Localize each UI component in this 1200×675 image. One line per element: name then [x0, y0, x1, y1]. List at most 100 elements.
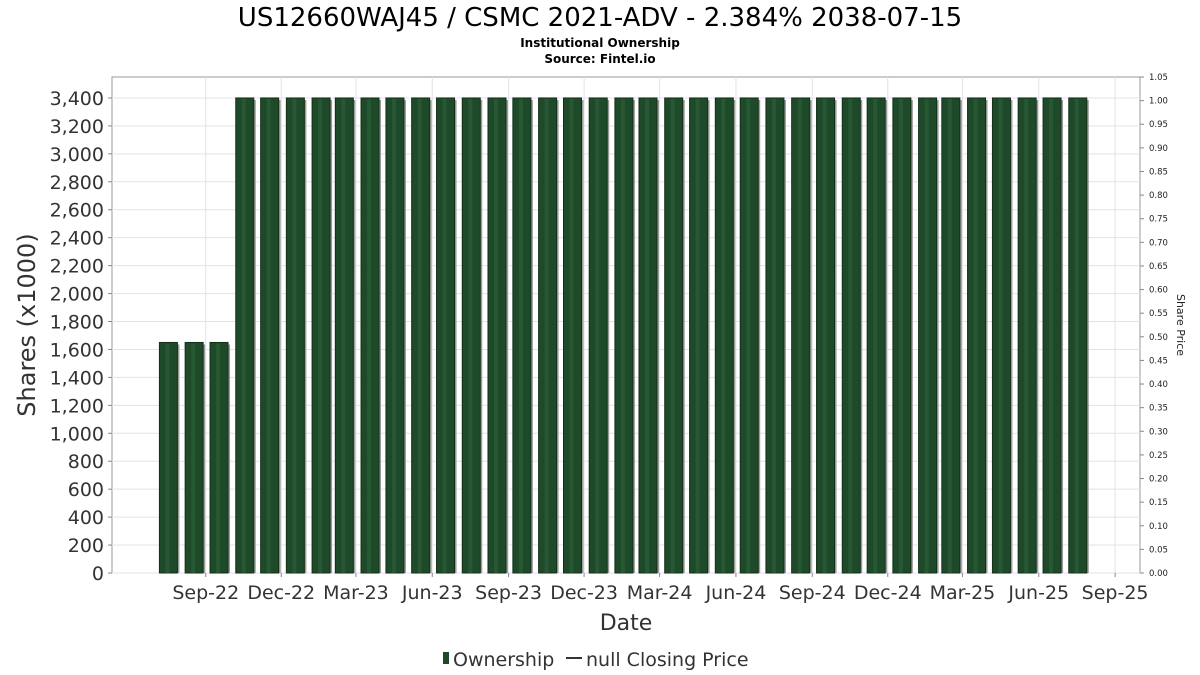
- y2-tick-label: 0.20: [1149, 475, 1168, 485]
- y2-tick-label: 0.25: [1149, 451, 1168, 461]
- y-tick-label: 200: [68, 535, 104, 557]
- y2-tick-label: 0.85: [1149, 167, 1168, 177]
- bar-highlight: [998, 98, 1003, 573]
- bar-highlight: [947, 98, 952, 573]
- bar-highlight: [266, 98, 271, 573]
- y-axis-label: Shares (x1000): [13, 233, 41, 416]
- y2-tick-label: 0.50: [1149, 333, 1168, 343]
- bar-highlight: [367, 98, 372, 573]
- x-tick-label: Dec-24: [854, 582, 922, 604]
- y2-tick-label: 1.05: [1149, 73, 1168, 83]
- x-tick-label: Sep-23: [475, 582, 542, 604]
- bar-highlight: [924, 98, 929, 573]
- bar-highlight: [797, 98, 802, 573]
- y-tick-label: 3,400: [50, 88, 104, 110]
- y2-tick-label: 0.70: [1149, 238, 1168, 248]
- x-tick-label: Sep-22: [172, 582, 239, 604]
- y2-tick-label: 0.30: [1149, 427, 1168, 437]
- y2-tick-label: 0.00: [1149, 569, 1168, 579]
- y2-tick-label: 0.15: [1149, 498, 1168, 508]
- x-tick-label: Sep-24: [779, 582, 846, 604]
- x-tick-label: Mar-24: [627, 582, 693, 604]
- bar-highlight: [695, 98, 700, 573]
- bar-highlight: [292, 98, 297, 573]
- y2-tick-label: 0.90: [1149, 144, 1168, 154]
- bar-highlight: [620, 98, 625, 573]
- y-tick-label: 2,400: [50, 228, 104, 250]
- y-tick-label: 800: [68, 451, 104, 473]
- y-tick-label: 3,200: [50, 116, 104, 138]
- bar-highlight: [341, 98, 346, 573]
- y-tick-label: 1,800: [50, 312, 104, 334]
- bar-highlight: [771, 98, 776, 573]
- chart-title: US12660WAJ45 / CSMC 2021-ADV - 2.384% 20…: [237, 3, 963, 33]
- y2-tick-label: 0.35: [1149, 404, 1168, 414]
- y2-axis-label: Share Price: [1174, 294, 1187, 356]
- bar-highlight: [746, 98, 751, 573]
- y2-tick-label: 0.10: [1149, 522, 1168, 532]
- y-tick-label: 1,000: [50, 423, 104, 445]
- bar-highlight: [670, 98, 675, 573]
- y-tick-label: 600: [68, 479, 104, 501]
- legend-ownership-swatch: [443, 652, 449, 664]
- y-tick-label: 2,800: [50, 172, 104, 194]
- y2-tick-label: 0.40: [1149, 380, 1168, 390]
- y-tick-label: 2,600: [50, 200, 104, 222]
- x-axis-label: Date: [600, 611, 653, 636]
- bar-highlight: [442, 98, 447, 573]
- x-tick-label: Dec-23: [550, 582, 618, 604]
- y2-tick-label: 0.75: [1149, 215, 1168, 225]
- bar-highlight: [191, 343, 196, 573]
- bar-highlight: [898, 98, 903, 573]
- y2-tick-label: 0.95: [1149, 120, 1168, 130]
- bar-highlight: [569, 98, 574, 573]
- bar-highlight: [493, 98, 498, 573]
- bar-highlight: [241, 98, 246, 573]
- bar-highlight: [721, 98, 726, 573]
- y2-tick-label: 1.00: [1149, 97, 1168, 107]
- y-tick-label: 2,000: [50, 284, 104, 306]
- y-tick-label: 400: [68, 507, 104, 529]
- y-tick-label: 1,200: [50, 395, 104, 417]
- y2-tick-label: 0.55: [1149, 309, 1168, 319]
- x-tick-label: Jun-25: [1007, 582, 1069, 604]
- bar-highlight: [468, 98, 473, 573]
- bar-highlight: [973, 98, 978, 573]
- legend-ownership-label: Ownership: [453, 649, 554, 671]
- bar-highlight: [216, 343, 221, 573]
- y-tick-label: 0: [92, 563, 104, 585]
- x-tick-label: Mar-25: [930, 582, 996, 604]
- y2-tick-label: 0.80: [1149, 191, 1168, 201]
- y2-tick-label: 0.65: [1149, 262, 1168, 272]
- bar-highlight: [318, 98, 323, 573]
- bar-highlight: [544, 98, 549, 573]
- bar-highlight: [822, 98, 827, 573]
- y-tick-label: 1,400: [50, 367, 104, 389]
- bar-highlight: [165, 343, 170, 573]
- bar-highlight: [391, 98, 396, 573]
- y2-tick-label: 0.45: [1149, 356, 1168, 366]
- x-tick-label: Mar-23: [323, 582, 389, 604]
- bar-highlight: [644, 98, 649, 573]
- bar-highlight: [1049, 98, 1054, 573]
- y2-tick-label: 0.05: [1149, 545, 1168, 555]
- bar-highlight: [417, 98, 422, 573]
- x-tick-label: Sep-25: [1082, 582, 1149, 604]
- bar-highlight: [848, 98, 853, 573]
- x-tick-label: Jun-24: [705, 582, 767, 604]
- bar-highlight: [518, 98, 523, 573]
- y-tick-label: 1,600: [50, 339, 104, 361]
- chart-subtitle: Institutional Ownership: [520, 36, 680, 50]
- chart-source: Source: Fintel.io: [544, 52, 656, 66]
- y2-tick-label: 0.60: [1149, 286, 1168, 296]
- bar-highlight: [595, 98, 600, 573]
- x-tick-label: Dec-22: [247, 582, 315, 604]
- bar-highlight: [1024, 98, 1029, 573]
- legend-price-label: null Closing Price: [586, 649, 749, 671]
- bar-highlight: [873, 98, 878, 573]
- bar-highlight: [1074, 98, 1079, 573]
- y-tick-label: 3,000: [50, 144, 104, 166]
- y-tick-label: 2,200: [50, 256, 104, 278]
- x-tick-label: Jun-23: [401, 582, 463, 604]
